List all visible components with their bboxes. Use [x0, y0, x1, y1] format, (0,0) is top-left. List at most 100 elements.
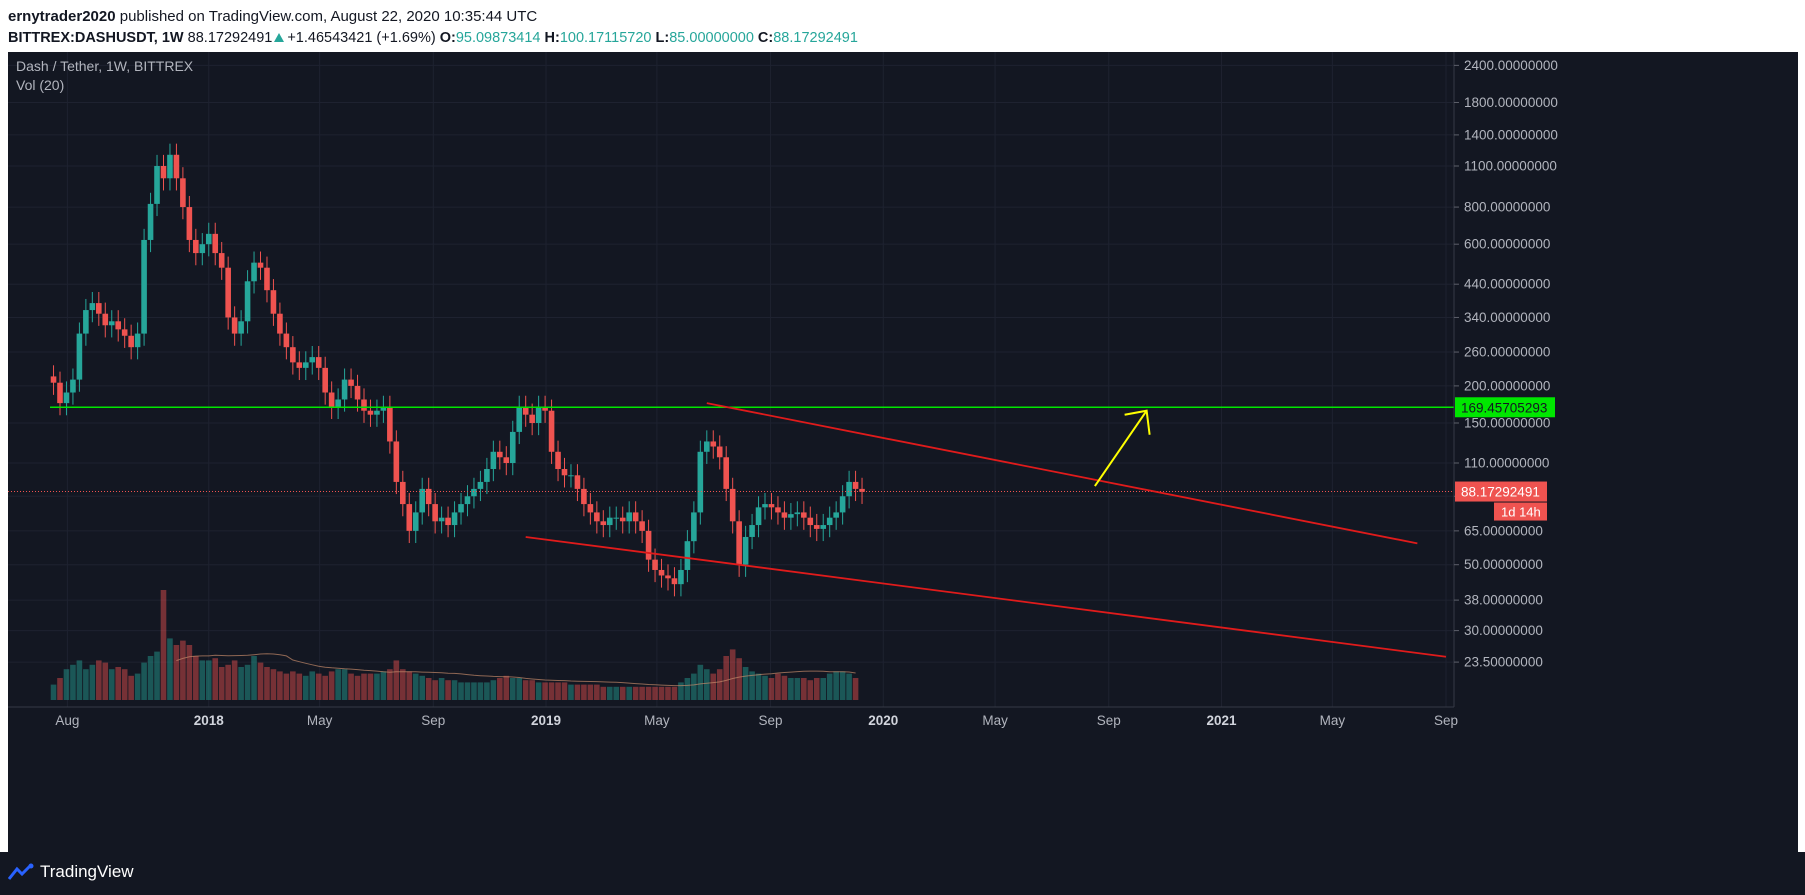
candle-body: [691, 512, 697, 542]
candle-body: [826, 517, 833, 526]
high-label: H:: [544, 30, 560, 46]
up-triangle-icon: [274, 33, 285, 42]
volume-bar: [309, 671, 316, 700]
candle-body: [509, 431, 516, 464]
volume-bar: [658, 686, 665, 700]
candle-body: [315, 357, 322, 368]
candle-body: [626, 512, 632, 522]
time-tick-label: May: [1320, 713, 1346, 728]
price-tick-label: 340.00000000: [1464, 310, 1550, 325]
candle-body: [716, 446, 723, 458]
candle-body: [645, 530, 652, 560]
time-tick-label: May: [307, 713, 333, 728]
chart-area[interactable]: 2400.00000000 1800.00000000 1400.00000000 1…: [8, 52, 1798, 852]
price-tick-label: 800.00000000: [1464, 200, 1550, 215]
chart-subtitle: Vol (20): [16, 77, 64, 93]
candle-body: [451, 512, 458, 526]
volume-bar: [438, 678, 445, 700]
candle-body: [587, 504, 594, 513]
volume-bar: [50, 684, 57, 700]
candle-body: [205, 233, 212, 245]
candle-body: [180, 178, 186, 208]
candle-body: [665, 575, 671, 579]
candle-body: [361, 399, 367, 411]
volume-bar: [548, 682, 555, 700]
volume-bar: [83, 669, 89, 700]
volume-bar: [522, 680, 529, 700]
candle-body: [697, 451, 704, 513]
candle-body: [820, 525, 827, 529]
candle-body: [406, 504, 413, 531]
volume-bar: [619, 686, 626, 700]
volume-bar: [160, 590, 167, 700]
volume-bar: [704, 669, 710, 700]
volume-bar: [76, 660, 83, 700]
candles: [50, 143, 865, 597]
arrow-head-icon: [1124, 409, 1151, 435]
volume-bar: [277, 671, 283, 700]
author-name[interactable]: ernytrader2020: [8, 8, 116, 25]
candle-body: [781, 512, 788, 518]
candle-body: [445, 517, 451, 526]
symbol-name: BITTREX:DASHUSDT, 1W: [8, 30, 184, 46]
volume-bar: [180, 640, 186, 700]
candle-body: [348, 379, 354, 386]
open-value: 95.09873414: [455, 30, 541, 46]
candle-body: [115, 321, 122, 330]
candle-body: [380, 406, 387, 411]
volume-bar: [807, 680, 814, 700]
publish-info: ernytrader2020 published on TradingView.…: [8, 8, 537, 25]
candle-body: [302, 362, 309, 368]
candle-body: [684, 541, 691, 570]
candle-body: [173, 154, 180, 179]
candle-body: [57, 382, 63, 404]
price-tick-label: 440.00000000: [1464, 277, 1550, 292]
volume-bar: [57, 678, 63, 700]
candle-body: [277, 313, 283, 334]
volume-bar: [70, 664, 76, 700]
volume-bar: [729, 649, 736, 700]
candle-body: [387, 406, 393, 442]
tradingview-logo-icon: [8, 863, 34, 880]
candle-body: [801, 512, 807, 518]
time-tick-label: May: [982, 713, 1008, 728]
candle-body: [658, 569, 665, 576]
volume-bar: [626, 686, 632, 700]
candle-body: [632, 512, 639, 522]
candle-body: [548, 410, 555, 452]
volume-bar: [251, 656, 257, 700]
countdown-badge: [1494, 502, 1547, 521]
candle-body: [335, 399, 341, 407]
candle-body: [264, 267, 270, 291]
candle-body: [238, 321, 244, 334]
tradingview-brand[interactable]: TradingView: [8, 862, 134, 882]
volume-bar: [846, 673, 852, 700]
close-value: 88.17292491: [773, 30, 858, 46]
candle-body: [529, 414, 535, 423]
volume-bar: [257, 662, 264, 700]
candle-body: [121, 329, 128, 336]
volume-bar: [205, 660, 212, 700]
volume-bar: [833, 671, 839, 700]
candle-body: [160, 166, 167, 179]
candle-body: [83, 310, 89, 334]
volume-bar: [400, 669, 406, 700]
volume-bar: [89, 664, 96, 700]
volume-bar: [749, 671, 755, 700]
volume-bar: [542, 682, 548, 700]
symbol-legend: BITTREX:DASHUSDT, 1W 88.17292491 +1.46543…: [8, 30, 858, 46]
volume-bar: [296, 673, 303, 700]
price-chart[interactable]: 2400.00000000 1800.00000000 1400.00000000 1…: [8, 52, 1798, 852]
time-tick-label: 2021: [1206, 713, 1237, 728]
volume-bar: [826, 673, 833, 700]
volume-bar: [322, 675, 328, 700]
support-price-badge: [1455, 397, 1555, 418]
volume-bar: [173, 645, 180, 700]
volume-bar: [341, 669, 348, 700]
volume-bar: [509, 678, 516, 700]
candle-body: [283, 333, 290, 348]
candle-body: [749, 525, 755, 537]
candle-body: [290, 347, 296, 363]
volume-bar: [225, 664, 231, 700]
price-tick-label: 65.00000000: [1464, 523, 1543, 538]
